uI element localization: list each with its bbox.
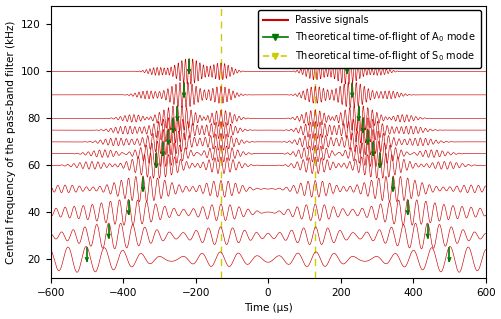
X-axis label: Time (μs): Time (μs) [243, 303, 293, 314]
Y-axis label: Central frequency of the pass-band filter (kHz): Central frequency of the pass-band filte… [6, 20, 16, 263]
Legend: Passive signals, Theoretical time-of-flight of A$_0$ mode, Theoretical time-of-f: Passive signals, Theoretical time-of-fli… [259, 11, 481, 68]
